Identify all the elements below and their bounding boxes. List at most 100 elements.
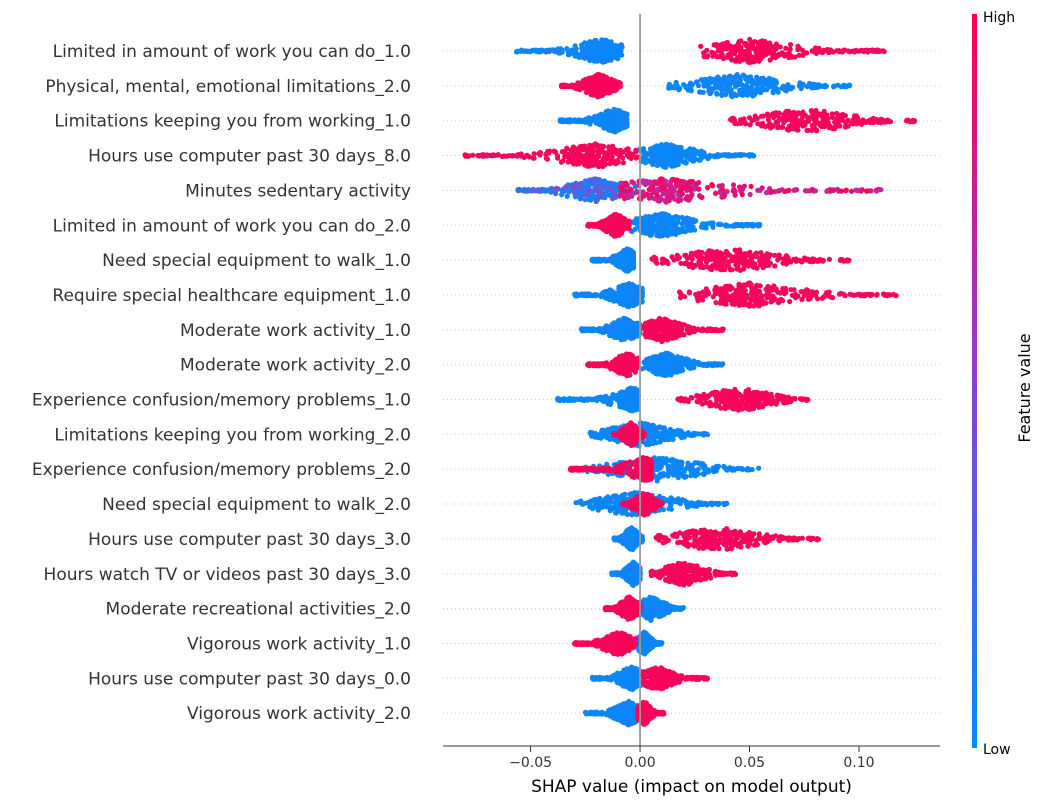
shap-point-high bbox=[877, 48, 883, 54]
shap-point-high bbox=[612, 88, 618, 94]
shap-point-low bbox=[654, 232, 660, 238]
shap-point-high bbox=[787, 299, 793, 305]
shap-point-low bbox=[522, 187, 528, 194]
shap-point-high bbox=[607, 161, 613, 167]
shap-point-high bbox=[781, 112, 787, 118]
shap-point-low bbox=[642, 217, 648, 223]
shap-point-low bbox=[516, 186, 522, 193]
shap-point-high bbox=[801, 293, 807, 299]
shap-point-high bbox=[597, 162, 604, 168]
shap-point-low bbox=[779, 85, 785, 91]
shap-point-low bbox=[708, 89, 714, 95]
shap-point-low bbox=[682, 218, 688, 224]
shap-point-low bbox=[601, 327, 607, 333]
shap-point-high bbox=[691, 325, 697, 331]
shap-point-low bbox=[616, 284, 622, 290]
shap-point-low bbox=[571, 118, 577, 124]
shap-point-high bbox=[537, 149, 543, 156]
shap-point-high bbox=[616, 213, 622, 219]
shap-point-high bbox=[579, 154, 585, 160]
shap-point-high bbox=[751, 46, 757, 52]
shap-point-high bbox=[649, 319, 655, 325]
shap-point-high bbox=[743, 262, 749, 268]
shap-point-low bbox=[587, 117, 593, 124]
shap-point-low bbox=[726, 83, 733, 89]
shap-point-low bbox=[727, 73, 733, 79]
shap-point-high bbox=[684, 183, 690, 189]
shap-point-high bbox=[676, 255, 683, 261]
shap-point-high bbox=[789, 121, 795, 127]
shap-point-high bbox=[794, 112, 800, 118]
shap-point-high bbox=[874, 292, 880, 298]
shap-point-low bbox=[609, 259, 616, 265]
shap-point-high bbox=[809, 187, 815, 193]
feature-label: Hours use computer past 30 days_8.0 bbox=[88, 147, 411, 167]
shap-point-low bbox=[838, 84, 845, 90]
shap-point-high bbox=[633, 149, 639, 155]
shap-point-high bbox=[597, 79, 603, 85]
shap-point-low bbox=[597, 40, 603, 46]
shap-point-high bbox=[755, 121, 761, 127]
shap-point-high bbox=[760, 120, 766, 127]
shap-point-high bbox=[619, 191, 625, 197]
shap-point-low bbox=[591, 47, 597, 53]
shap-point-high bbox=[736, 47, 742, 54]
shap-point-low bbox=[755, 89, 762, 95]
shap-point-low bbox=[626, 281, 633, 288]
shap-point-low bbox=[618, 44, 624, 50]
shap-point-high bbox=[724, 189, 730, 195]
shap-point-high bbox=[839, 49, 846, 55]
shap-point-low bbox=[749, 152, 755, 158]
shap-point-high bbox=[699, 297, 706, 303]
feature-label: Moderate work activity_2.0 bbox=[180, 356, 411, 376]
shap-point-high bbox=[658, 176, 664, 182]
shap-point-low bbox=[629, 295, 635, 301]
shap-point-high bbox=[740, 294, 746, 300]
shap-point-high bbox=[699, 194, 705, 200]
shap-point-low bbox=[697, 157, 703, 163]
shap-point-high bbox=[750, 297, 757, 303]
shap-point-low bbox=[651, 368, 658, 375]
feature-label: Limited in amount of work you can do_2.0 bbox=[53, 216, 411, 236]
shap-point-high bbox=[747, 191, 753, 198]
shap-point-low bbox=[598, 257, 604, 264]
shap-point-high bbox=[688, 186, 694, 192]
shap-point-high bbox=[737, 117, 744, 123]
shap-point-high bbox=[739, 257, 746, 263]
shap-point-high bbox=[819, 114, 825, 120]
shap-point-high bbox=[586, 78, 592, 84]
shap-point-low bbox=[677, 85, 683, 92]
shap-point-high bbox=[805, 118, 811, 124]
shap-point-high bbox=[675, 198, 681, 204]
shap-point-low bbox=[537, 47, 543, 53]
shap-point-low bbox=[786, 84, 792, 90]
shap-point-high bbox=[784, 254, 791, 260]
shap-point-low bbox=[715, 361, 721, 368]
shap-point-high bbox=[570, 152, 576, 158]
shap-point-high bbox=[620, 160, 627, 166]
shap-point-low bbox=[644, 230, 650, 236]
shap-point-low bbox=[582, 197, 588, 203]
shap-point-high bbox=[783, 45, 789, 51]
shap-point-low bbox=[585, 40, 591, 46]
shap-point-high bbox=[816, 48, 823, 54]
shap-point-high bbox=[734, 263, 740, 269]
shap-point-high bbox=[754, 115, 760, 121]
shap-point-low bbox=[618, 337, 624, 343]
shap-point-high bbox=[652, 179, 658, 185]
shap-point-low bbox=[659, 233, 666, 239]
shap-point-high bbox=[736, 281, 742, 287]
shap-point-low bbox=[613, 55, 619, 61]
shap-point-low bbox=[669, 362, 676, 368]
shap-point-high bbox=[581, 159, 587, 165]
shap-point-high bbox=[650, 256, 656, 262]
shap-point-high bbox=[602, 222, 608, 228]
shap-point-low bbox=[564, 46, 570, 52]
shap-point-low bbox=[651, 213, 657, 219]
shap-point-high bbox=[764, 262, 771, 268]
shap-point-low bbox=[726, 78, 733, 84]
shap-point-low bbox=[572, 43, 578, 49]
shap-point-low bbox=[721, 86, 728, 92]
shap-point-high bbox=[678, 260, 684, 266]
shap-point-high bbox=[832, 123, 839, 130]
